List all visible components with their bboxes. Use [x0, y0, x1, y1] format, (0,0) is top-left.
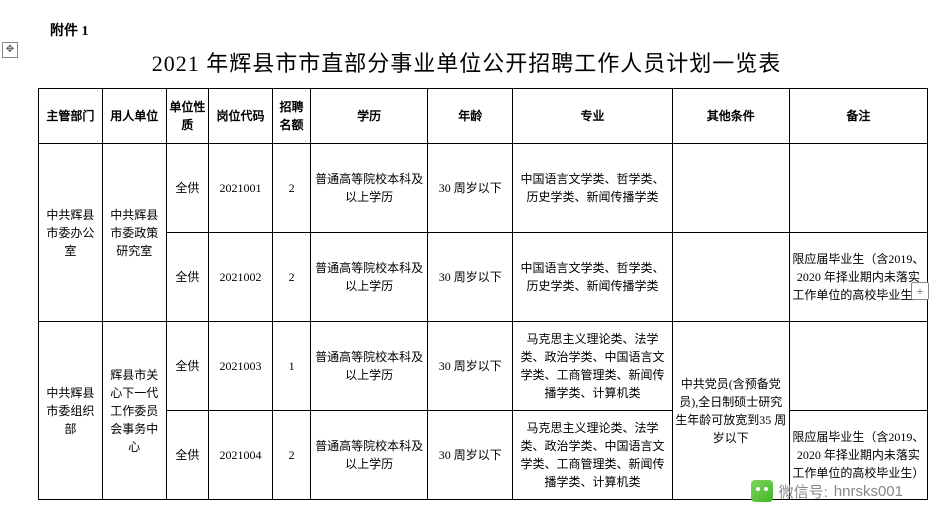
col-unit: 用人单位	[102, 89, 166, 144]
col-quota: 招聘名额	[272, 89, 310, 144]
cell-edu: 普通高等院校本科及以上学历	[311, 322, 428, 411]
table-row: 全供 2021002 2 普通高等院校本科及以上学历 30 周岁以下 中国语言文…	[39, 233, 928, 322]
table-row: 中共辉县市委办公室 中共辉县市委政策研究室 全供 2021001 2 普通高等院…	[39, 144, 928, 233]
wechat-icon	[751, 480, 773, 502]
cell-note: 限应届毕业生（含2019、2020 年择业期内未落实工作单位的高校毕业生）	[789, 233, 927, 322]
cell-major: 马克思主义理论类、法学类、政治学类、中国语言文学类、工商管理类、新闻传播学类、计…	[513, 322, 673, 411]
col-note: 备注	[789, 89, 927, 144]
cell-edu: 普通高等院校本科及以上学历	[311, 411, 428, 500]
add-row-icon[interactable]: +	[911, 282, 929, 300]
cell-edu: 普通高等院校本科及以上学历	[311, 144, 428, 233]
cell-quota: 2	[272, 411, 310, 500]
cell-other: 中共党员(含预备党员),全日制硕士研究生年龄可放宽到35 周岁以下	[672, 322, 789, 500]
cell-dept: 中共辉县市委组织部	[39, 322, 103, 500]
cell-note	[789, 144, 927, 233]
cell-unit: 辉县市关心下一代工作委员会事务中心	[102, 322, 166, 500]
cell-major: 中国语言文学类、哲学类、历史学类、新闻传播学类	[513, 144, 673, 233]
col-edu: 学历	[311, 89, 428, 144]
page-title: 2021 年辉县市市直部分事业单位公开招聘工作人员计划一览表	[20, 46, 913, 78]
cell-age: 30 周岁以下	[428, 233, 513, 322]
attachment-label: 附件 1	[50, 20, 913, 40]
cell-edu: 普通高等院校本科及以上学历	[311, 233, 428, 322]
cell-quota: 2	[272, 233, 310, 322]
col-age: 年龄	[428, 89, 513, 144]
cell-code: 2021004	[209, 411, 273, 500]
watermark: 微信号: hnrsks001	[751, 480, 903, 502]
cell-major: 中国语言文学类、哲学类、历史学类、新闻传播学类	[513, 233, 673, 322]
cell-note	[789, 322, 927, 411]
col-code: 岗位代码	[209, 89, 273, 144]
cell-unit: 中共辉县市委政策研究室	[102, 144, 166, 322]
cell-age: 30 周岁以下	[428, 322, 513, 411]
recruitment-table: 主管部门 用人单位 单位性质 岗位代码 招聘名额 学历 年龄 专业 其他条件 备…	[38, 88, 928, 500]
cell-code: 2021002	[209, 233, 273, 322]
cell-nature: 全供	[166, 322, 209, 411]
table-header-row: 主管部门 用人单位 单位性质 岗位代码 招聘名额 学历 年龄 专业 其他条件 备…	[39, 89, 928, 144]
cell-quota: 2	[272, 144, 310, 233]
cell-nature: 全供	[166, 233, 209, 322]
cell-dept: 中共辉县市委办公室	[39, 144, 103, 322]
cell-code: 2021001	[209, 144, 273, 233]
cell-other	[672, 233, 789, 322]
col-nature: 单位性质	[166, 89, 209, 144]
table-anchor-icon: ✥	[2, 42, 18, 58]
col-major: 专业	[513, 89, 673, 144]
cell-other	[672, 144, 789, 233]
watermark-label: 微信号:	[779, 481, 828, 502]
cell-age: 30 周岁以下	[428, 411, 513, 500]
cell-age: 30 周岁以下	[428, 144, 513, 233]
cell-nature: 全供	[166, 411, 209, 500]
cell-major: 马克思主义理论类、法学类、政治学类、中国语言文学类、工商管理类、新闻传播学类、计…	[513, 411, 673, 500]
cell-quota: 1	[272, 322, 310, 411]
table-row: 中共辉县市委组织部 辉县市关心下一代工作委员会事务中心 全供 2021003 1…	[39, 322, 928, 411]
col-dept: 主管部门	[39, 89, 103, 144]
cell-nature: 全供	[166, 144, 209, 233]
cell-code: 2021003	[209, 322, 273, 411]
watermark-value: hnrsks001	[834, 483, 903, 500]
col-other: 其他条件	[672, 89, 789, 144]
